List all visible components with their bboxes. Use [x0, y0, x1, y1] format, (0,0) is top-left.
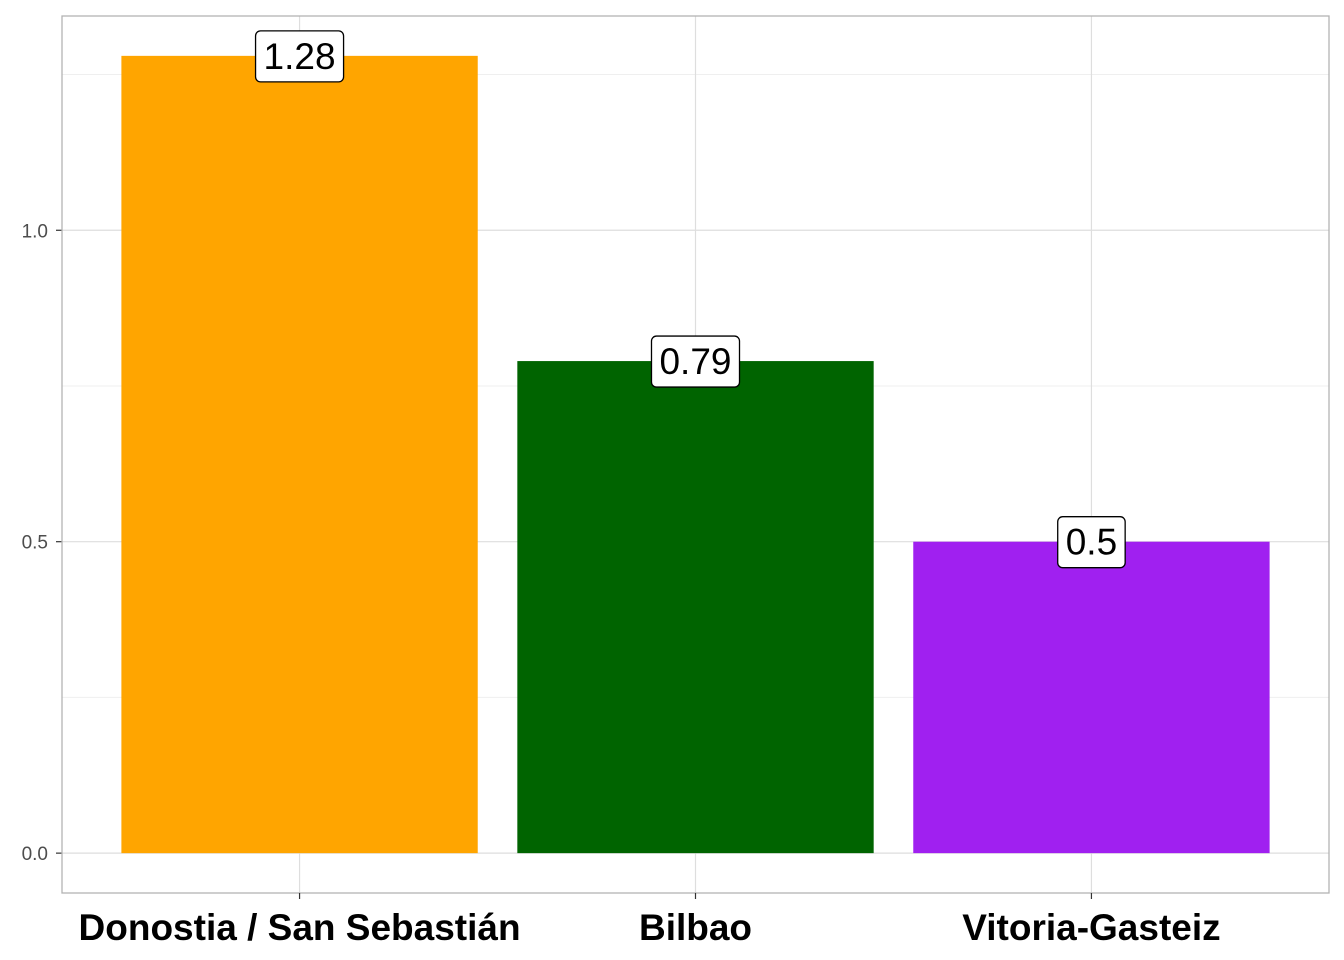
y-tick-label: 1.0 — [22, 221, 48, 242]
value-label-box — [254, 30, 345, 83]
value-label-layer: 1.28 0.79 0.5 — [254, 30, 1126, 569]
value-label-group: 1.28 — [254, 30, 345, 83]
bar-1 — [121, 55, 478, 854]
y-tick-label: 0.0 — [22, 844, 48, 865]
value-label-box — [1057, 516, 1126, 569]
value-label-group: 0.5 — [1057, 516, 1126, 569]
axis-layer: 0.0 0.5 1.0 Donostia / San Sebastián Bilbao V… — [22, 15, 1330, 948]
x-category-label: Bilbao — [639, 907, 752, 948]
value-label: 1.28 — [264, 36, 336, 77]
value-label-group: 0.79 — [650, 335, 741, 388]
y-tick-label: 0.5 — [22, 533, 48, 554]
value-label: 0.5 — [1066, 522, 1117, 563]
x-category-label: Vitoria-Gasteiz — [962, 907, 1220, 948]
value-label: 0.79 — [659, 341, 731, 382]
bar-3 — [913, 541, 1270, 854]
bar-layer — [121, 55, 1270, 854]
bar-2 — [517, 361, 874, 854]
value-label-box — [650, 335, 741, 388]
x-category-label: Donostia / San Sebastián — [79, 907, 521, 948]
